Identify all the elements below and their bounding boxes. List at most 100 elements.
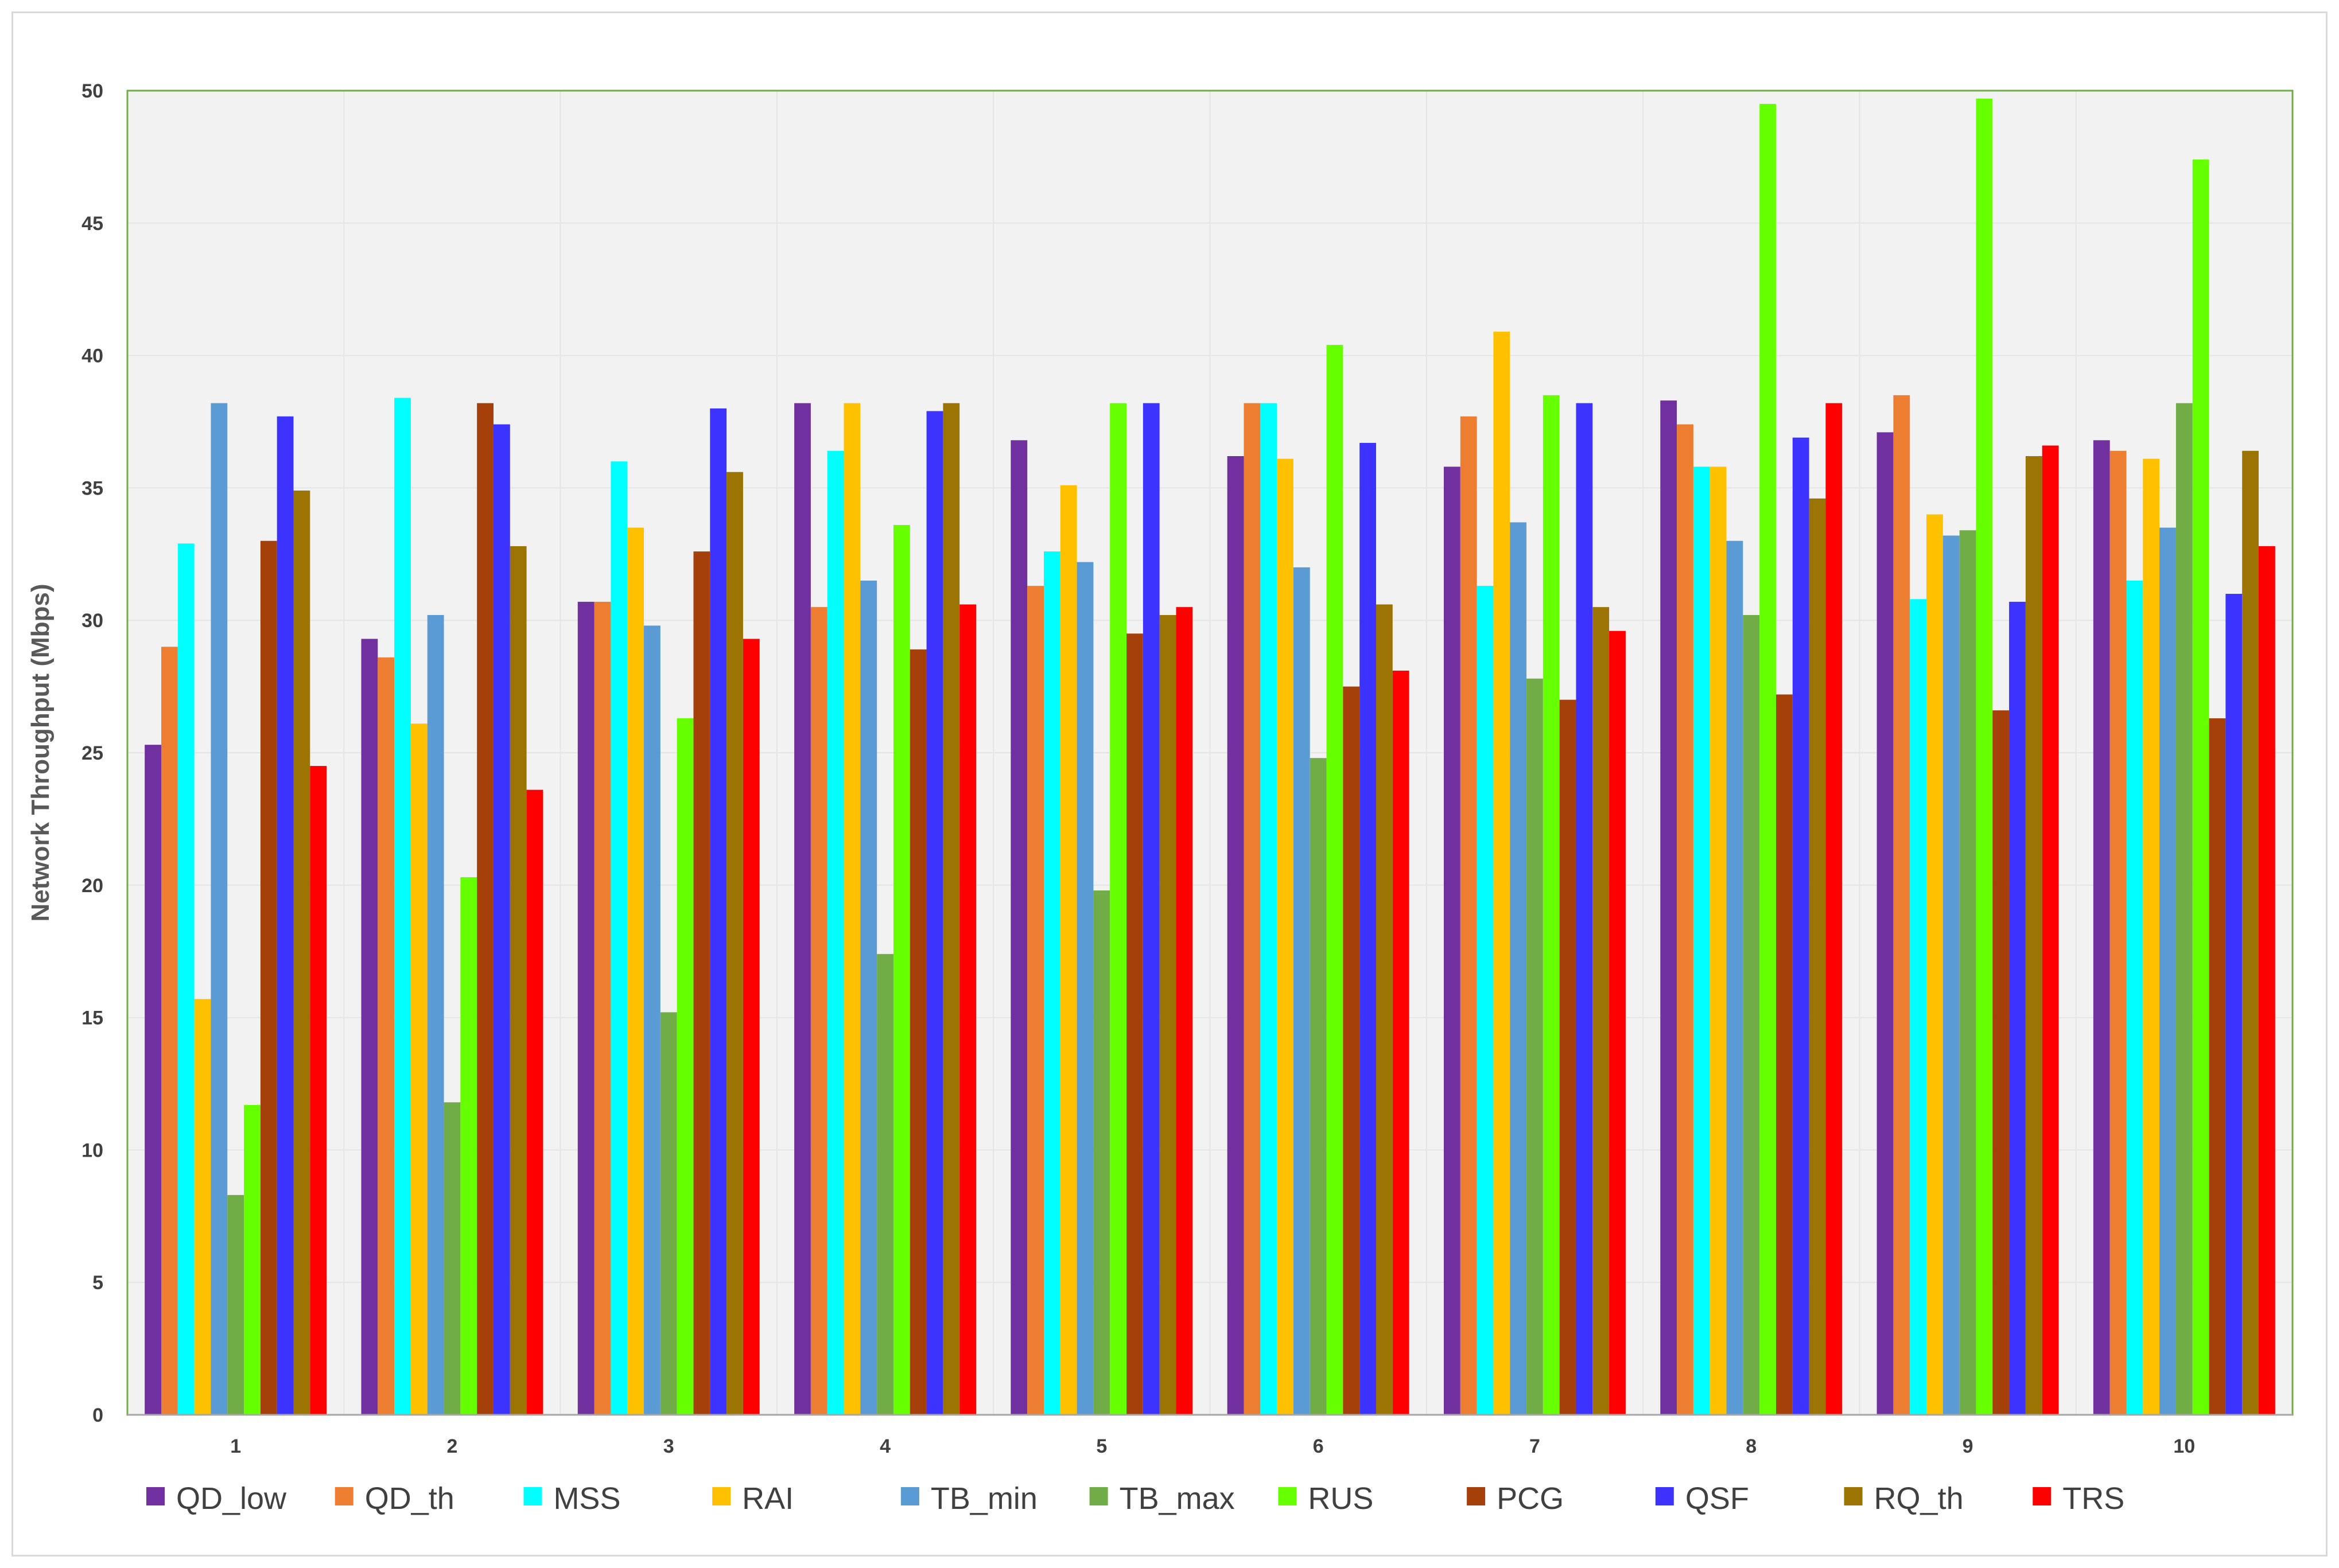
bar-TB_max-7 (1526, 678, 1543, 1415)
bar-TB_min-7 (1510, 522, 1527, 1415)
bar-TB_max-3 (660, 1012, 677, 1415)
bar-TB_max-8 (1743, 614, 1760, 1415)
legend-label: TB_max (1120, 1481, 1235, 1516)
legend-label: QD_low (176, 1481, 287, 1516)
bar-QD_th-4 (810, 607, 827, 1415)
legend-swatch (1089, 1487, 1108, 1505)
bar-TRS-5 (1176, 607, 1193, 1415)
bar-TB_min-2 (427, 614, 444, 1415)
bar-TRS-8 (1825, 403, 1843, 1415)
x-tick-label: 6 (1313, 1435, 1324, 1457)
bar-QD_th-7 (1460, 416, 1477, 1415)
bar-QD_low-2 (361, 639, 378, 1415)
bar-RAI-10 (2143, 458, 2160, 1415)
y-tick-label: 10 (81, 1139, 103, 1161)
bar-RQ_th-5 (1159, 614, 1176, 1415)
x-tick-label: 5 (1096, 1435, 1107, 1457)
bar-QSF-6 (1359, 442, 1376, 1415)
bar-TB_max-9 (1959, 530, 1976, 1415)
bar-QSF-2 (493, 424, 510, 1415)
bar-PCG-1 (260, 540, 277, 1415)
bar-RQ_th-1 (293, 491, 310, 1415)
bar-RQ_th-7 (1592, 607, 1610, 1415)
y-tick-label: 5 (92, 1272, 103, 1294)
bar-RAI-3 (627, 527, 644, 1415)
bar-RUS-3 (677, 718, 694, 1415)
y-tick-label: 0 (92, 1404, 103, 1426)
bar-RQ_th-6 (1376, 604, 1393, 1415)
bar-QD_th-6 (1244, 403, 1261, 1415)
bar-QD_low-8 (1660, 400, 1677, 1415)
bar-RAI-9 (1926, 514, 1943, 1415)
legend-item-QSF: QSF (1655, 1481, 1749, 1516)
x-tick-label: 8 (1746, 1435, 1757, 1457)
bar-TB_min-4 (860, 580, 877, 1415)
bar-RQ_th-8 (1809, 498, 1826, 1415)
bar-QSF-9 (2009, 601, 2026, 1415)
bar-TB_min-3 (644, 625, 660, 1415)
y-tick-label: 15 (81, 1007, 103, 1029)
bar-TB_min-5 (1077, 562, 1094, 1415)
bar-QD_low-3 (577, 601, 595, 1415)
bar-QSF-3 (710, 408, 727, 1415)
bar-TRS-10 (2259, 546, 2275, 1415)
bar-QSF-7 (1576, 403, 1593, 1415)
bar-QD_low-1 (145, 745, 161, 1415)
bar-MSS-7 (1477, 586, 1494, 1415)
legend-swatch (2033, 1487, 2052, 1505)
bar-RAI-4 (844, 403, 861, 1415)
bar-MSS-9 (1910, 599, 1927, 1415)
bar-PCG-10 (2209, 718, 2226, 1415)
bar-RQ_th-4 (943, 403, 960, 1415)
legend-label: RQ_th (1874, 1481, 1964, 1516)
bar-QSF-8 (1792, 437, 1809, 1415)
legend-swatch (1655, 1487, 1674, 1505)
x-tick-label: 9 (1963, 1435, 1973, 1457)
y-axis-label: Network Throughput (Mbps) (26, 583, 55, 921)
bar-RUS-10 (2192, 159, 2209, 1415)
legend-label: PCG (1497, 1481, 1564, 1516)
bar-MSS-5 (1044, 551, 1060, 1415)
legend-item-PCG: PCG (1467, 1481, 1564, 1516)
bar-QD_low-6 (1227, 456, 1244, 1415)
bar-TRS-2 (526, 789, 543, 1415)
bar-RUS-9 (1976, 98, 1993, 1415)
bar-PCG-3 (693, 551, 710, 1415)
bar-TB_min-9 (1942, 535, 1960, 1415)
bar-MSS-4 (827, 450, 844, 1415)
bar-RUS-8 (1759, 104, 1776, 1415)
y-tick-label: 35 (81, 477, 103, 499)
bar-PCG-5 (1126, 633, 1143, 1415)
legend-item-QD_low: QD_low (146, 1481, 287, 1516)
bar-TRS-9 (2042, 445, 2059, 1415)
x-tick-label: 7 (1529, 1435, 1540, 1457)
bar-PCG-4 (910, 649, 927, 1415)
bar-QD_th-5 (1027, 586, 1044, 1415)
bar-TB_min-1 (211, 403, 228, 1415)
bar-QD_th-9 (1893, 395, 1910, 1415)
bar-TB_max-10 (2175, 403, 2193, 1415)
bar-QSF-4 (926, 411, 943, 1415)
bar-RQ_th-10 (2242, 450, 2259, 1415)
bar-PCG-2 (477, 403, 494, 1415)
legend-swatch (900, 1487, 919, 1505)
bar-MSS-10 (2126, 580, 2143, 1415)
bar-PCG-8 (1775, 694, 1793, 1415)
bar-QSF-10 (2225, 594, 2243, 1415)
y-tick-label: 50 (81, 80, 103, 102)
bar-TB_max-1 (227, 1195, 244, 1415)
legend-swatch (1844, 1487, 1863, 1505)
bar-QD_th-1 (161, 647, 178, 1415)
bar-RQ_th-3 (726, 472, 743, 1415)
legend-item-RUS: RUS (1278, 1481, 1373, 1516)
bar-RUS-7 (1543, 395, 1560, 1415)
legend-item-TB_min: TB_min (900, 1481, 1038, 1516)
bars (145, 98, 2275, 1415)
bar-TRS-7 (1609, 631, 1626, 1415)
legend-item-MSS: MSS (523, 1481, 620, 1516)
legend-label: QSF (1685, 1481, 1749, 1516)
legend-label: RUS (1308, 1481, 1373, 1516)
legend-label: QD_th (365, 1481, 454, 1516)
bar-TRS-1 (310, 766, 327, 1415)
